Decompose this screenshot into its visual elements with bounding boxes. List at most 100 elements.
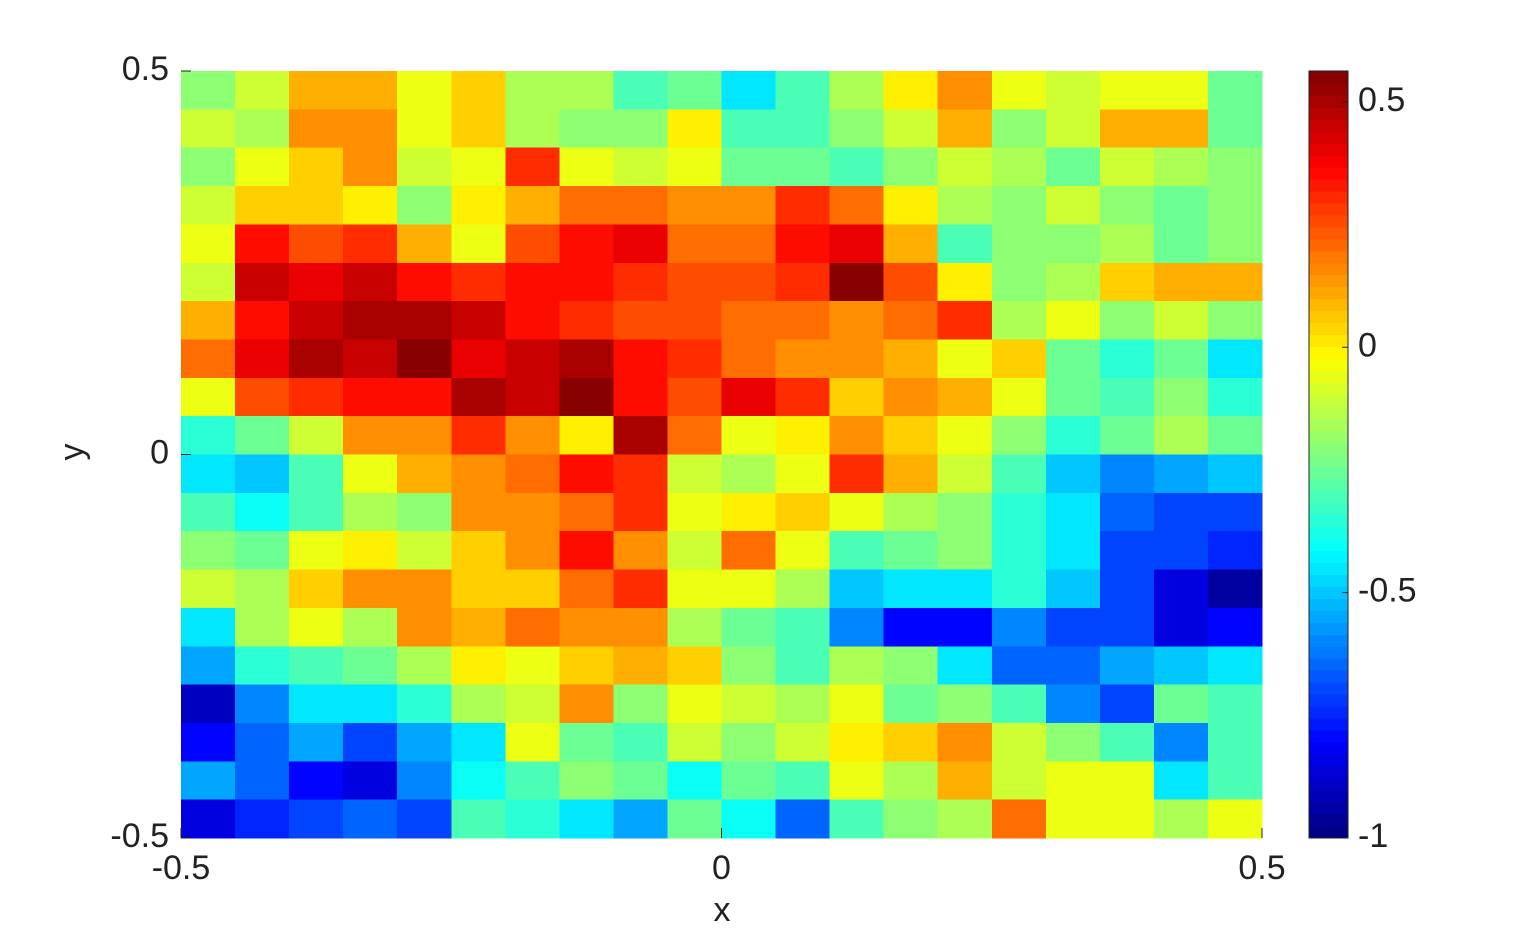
cell	[991, 377, 1047, 417]
cell	[613, 71, 668, 110]
cell	[505, 71, 560, 110]
x-tick-label: 0.5	[1238, 849, 1285, 887]
cell	[1153, 186, 1209, 225]
cell	[451, 761, 506, 801]
cell	[721, 186, 777, 225]
cell	[775, 262, 831, 302]
cell	[1153, 722, 1209, 762]
cell	[343, 301, 398, 340]
cell	[289, 607, 344, 647]
cell	[1099, 339, 1155, 379]
cell	[343, 339, 398, 379]
cell	[829, 301, 885, 340]
cell	[829, 224, 885, 264]
cell	[721, 531, 777, 571]
cell	[235, 71, 290, 110]
cell	[1153, 454, 1209, 494]
colorbar-tick-label: 0	[1358, 326, 1377, 364]
x-axis-label: x	[714, 891, 731, 929]
cell	[991, 416, 1047, 455]
cell	[343, 109, 398, 149]
cell	[775, 492, 831, 532]
cell	[1045, 646, 1101, 686]
cell	[235, 377, 290, 417]
cell	[235, 186, 290, 225]
cell	[883, 71, 939, 110]
cell	[721, 262, 777, 302]
cell	[721, 377, 777, 417]
cell	[397, 262, 452, 302]
cell	[235, 109, 290, 149]
cell	[397, 377, 452, 417]
cell	[829, 722, 885, 762]
cell	[505, 262, 560, 302]
cell	[1099, 722, 1155, 762]
cell	[181, 607, 236, 647]
cell	[667, 799, 722, 839]
cell	[397, 186, 452, 225]
cell	[505, 109, 560, 149]
cell	[613, 646, 668, 686]
cell	[829, 71, 885, 110]
cell	[181, 799, 236, 839]
cell	[235, 262, 290, 302]
cell	[559, 684, 614, 724]
cell	[829, 607, 885, 647]
cell	[883, 607, 939, 647]
cell	[613, 377, 668, 417]
cell	[991, 147, 1047, 187]
cell	[775, 339, 831, 379]
cell	[829, 799, 885, 839]
colorbar-step	[1309, 406, 1348, 420]
cell	[1045, 377, 1101, 417]
cell	[613, 761, 668, 801]
cell	[613, 109, 668, 149]
cell	[1207, 224, 1263, 264]
cell	[937, 377, 993, 417]
cell	[1099, 71, 1155, 110]
cell	[991, 224, 1047, 264]
cell	[181, 761, 236, 801]
cell	[1153, 301, 1209, 340]
cell	[235, 454, 290, 494]
cell	[397, 109, 452, 149]
cell	[613, 684, 668, 724]
cell	[667, 339, 722, 379]
cell	[451, 646, 506, 686]
cell	[1207, 416, 1263, 455]
colorbar-tick-label: -1	[1358, 817, 1388, 855]
cell	[1099, 186, 1155, 225]
cell	[1045, 301, 1101, 340]
cell	[991, 301, 1047, 340]
cell	[235, 492, 290, 532]
cell	[775, 799, 831, 839]
cell	[1045, 492, 1101, 532]
cell	[1153, 531, 1209, 571]
cell	[1207, 722, 1263, 762]
colorbar-frame	[1308, 70, 1349, 839]
cell	[505, 454, 560, 494]
cell	[451, 492, 506, 532]
colorbar-step	[1309, 814, 1348, 827]
cell	[883, 454, 939, 494]
cell	[775, 646, 831, 686]
colorbar-step	[1309, 346, 1348, 360]
cell	[883, 761, 939, 801]
cell	[451, 301, 506, 340]
cell	[343, 569, 398, 609]
cell	[721, 416, 777, 455]
cell	[991, 684, 1047, 724]
cell	[451, 262, 506, 302]
cell	[991, 71, 1047, 110]
cell	[451, 377, 506, 417]
colorbar-step	[1309, 478, 1348, 491]
colorbar-step	[1309, 694, 1348, 707]
cell	[1153, 569, 1209, 609]
colorbar-step	[1309, 454, 1348, 467]
cell	[505, 186, 560, 225]
cell	[775, 147, 831, 187]
colorbar-step	[1309, 706, 1348, 719]
colorbar-step	[1309, 322, 1348, 336]
colorbar-step	[1309, 82, 1348, 96]
cell	[991, 761, 1047, 801]
